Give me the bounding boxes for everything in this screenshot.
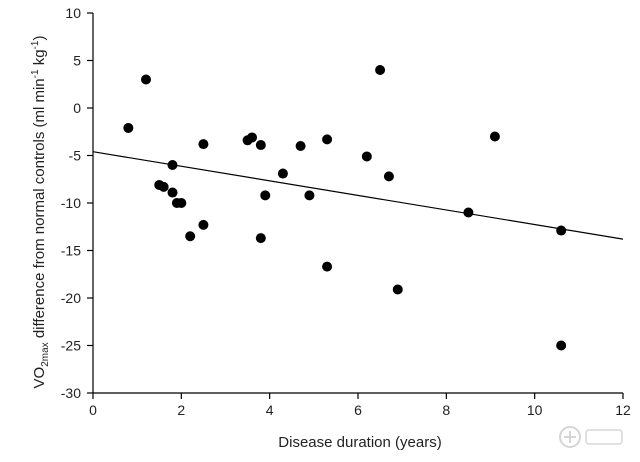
y-tick-label: -30: [61, 385, 81, 401]
data-point: [295, 141, 306, 151]
y-axis-title-prefix: VO: [31, 367, 48, 389]
y-tick-labels: 10 5 0 -5 -10 -15 -20 -25 -30: [61, 5, 81, 401]
data-point: [556, 225, 567, 236]
data-point: [198, 219, 209, 230]
x-tick-label: 4: [266, 402, 274, 418]
y-tick-label: -20: [61, 290, 81, 306]
y-axis-title-suffix: ): [31, 36, 48, 41]
data-point: [176, 198, 187, 208]
y-axis-title: VO2max difference from normal controls (…: [30, 36, 51, 389]
x-tick-label: 6: [354, 402, 362, 418]
data-point: [167, 160, 178, 170]
x-tick-labels: 0 2 4 6 8 10 12: [89, 402, 631, 418]
y-axis-title-middle2: kg: [31, 49, 48, 69]
data-point: [277, 168, 288, 179]
data-point: [198, 139, 209, 150]
y-tick-label: -15: [61, 243, 81, 259]
data-point: [322, 134, 333, 145]
data-point: [489, 131, 500, 142]
y-axis-title-exp1: -1: [30, 69, 41, 78]
watermark-logo-icon: [559, 426, 623, 448]
y-axis-title-exp2: -1: [30, 40, 41, 49]
data-point: [255, 140, 266, 151]
y-tick-label: -25: [61, 338, 81, 354]
x-axis-title: Disease duration (years): [278, 434, 441, 451]
y-tick-label: -5: [69, 148, 82, 164]
y-tick-label: 10: [65, 5, 81, 21]
tick-marks: [87, 12, 624, 399]
data-point: [260, 190, 271, 201]
y-tick-label: 0: [73, 100, 81, 116]
data-point: [322, 261, 333, 272]
x-tick-label: 2: [177, 402, 185, 418]
y-axis-title-middle: difference from normal controls (ml min: [31, 78, 48, 342]
data-point: [247, 132, 257, 143]
data-point: [375, 65, 386, 75]
data-point: [556, 340, 567, 351]
data-points: [123, 65, 567, 351]
data-point: [123, 122, 134, 133]
x-tick-label: 8: [442, 402, 450, 418]
y-tick-label: 5: [73, 53, 81, 69]
data-point: [383, 171, 394, 182]
data-point: [158, 181, 169, 192]
data-point: [392, 284, 403, 295]
x-tick-label: 0: [89, 402, 97, 418]
regression-line: [92, 151, 624, 240]
x-tick-label: 10: [527, 402, 543, 418]
data-point: [255, 233, 266, 244]
data-point: [141, 74, 151, 85]
data-point: [185, 231, 196, 242]
data-point: [167, 187, 178, 198]
data-point: [463, 207, 474, 218]
x-tick-label: 12: [615, 402, 631, 418]
y-axis-title-subscript: 2max: [40, 342, 51, 366]
y-tick-label: -10: [61, 195, 81, 211]
data-point: [361, 151, 372, 162]
data-point: [304, 190, 315, 201]
